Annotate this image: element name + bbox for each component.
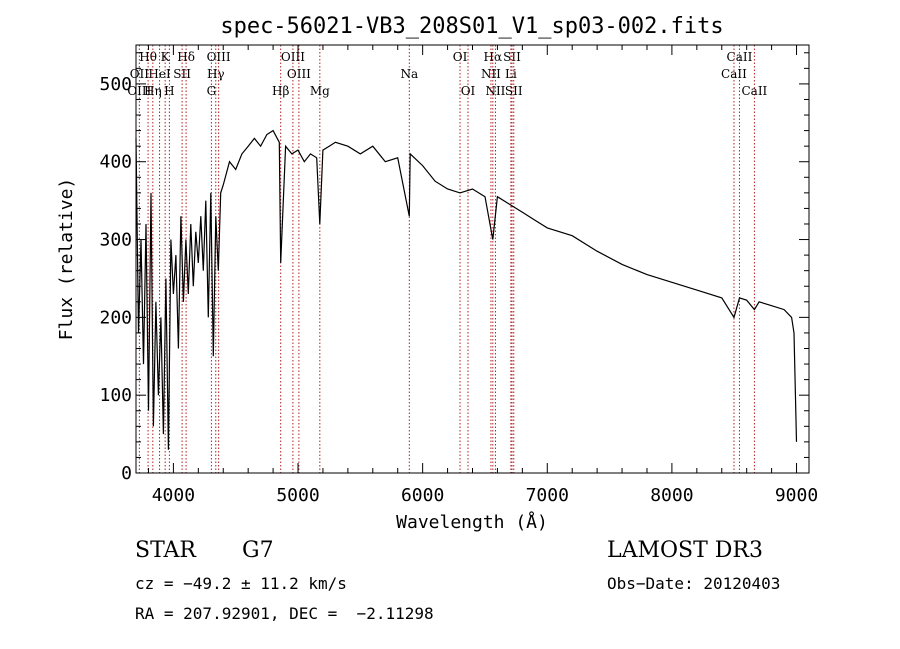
object-subclass: G7 xyxy=(242,538,274,563)
x-tick-label: 9000 xyxy=(775,485,818,506)
marker-label: SII xyxy=(505,84,523,98)
marker-label: SII xyxy=(503,50,521,64)
marker-label: OIII xyxy=(127,84,151,98)
y-tick-label: 300 xyxy=(99,230,132,251)
y-axis: 0 100 200 300 400 500 xyxy=(99,52,809,484)
coordinates-readout: RA = 207.92901, DEC = −2.11298 xyxy=(135,604,434,623)
spectrum-line xyxy=(135,129,798,450)
x-axis: 4000 5000 6000 7000 8000 9000 xyxy=(147,45,818,506)
marker-label: OI xyxy=(461,84,476,98)
marker-label: OIII xyxy=(207,50,231,64)
x-axis-label: Wavelength (Å) xyxy=(396,511,548,533)
y-tick-label: 200 xyxy=(99,307,132,328)
marker-label: Hγ xyxy=(207,67,225,81)
marker-label: NII xyxy=(481,67,501,81)
x-tick-label: 7000 xyxy=(526,485,569,506)
marker-label: OI xyxy=(453,50,468,64)
marker-label: Hα xyxy=(484,50,503,64)
y-tick-label: 0 xyxy=(121,463,132,484)
marker-label: SII xyxy=(173,67,191,81)
chart-title: spec-56021-VB3_208S01_V1_sp03-002.fits xyxy=(220,14,723,39)
y-tick-label: 100 xyxy=(99,385,132,406)
marker-label: Hβ xyxy=(272,84,289,98)
observation-date: Obs−Date: 20120403 xyxy=(607,574,781,593)
y-axis-label: Flux (relative) xyxy=(56,178,77,341)
x-tick-label: 6000 xyxy=(401,485,444,506)
marker-label: HeI xyxy=(148,67,171,81)
object-class: STAR xyxy=(135,538,196,563)
plot-frame xyxy=(135,44,810,474)
marker-label: CaII xyxy=(721,67,747,81)
marker-label: H xyxy=(164,84,174,98)
y-tick-label: 500 xyxy=(99,74,132,95)
marker-label: CaII xyxy=(741,84,767,98)
marker-label: Hδ xyxy=(177,50,195,64)
x-tick-label: 5000 xyxy=(276,485,319,506)
marker-label: Mg xyxy=(310,84,330,98)
marker-label: CaII xyxy=(727,50,753,64)
marker-label: G xyxy=(207,84,217,98)
marker-label: OIII xyxy=(287,67,311,81)
marker-label: K xyxy=(161,50,171,64)
marker-label: Li xyxy=(505,67,517,81)
y-tick-label: 400 xyxy=(99,152,132,173)
marker-label: OIII xyxy=(281,50,305,64)
marker-label: OII xyxy=(130,67,150,81)
redshift-readout: cz = −49.2 ± 11.2 km/s xyxy=(135,574,347,593)
survey-name: LAMOST DR3 xyxy=(607,538,763,563)
marker-label: NII xyxy=(485,84,505,98)
x-tick-label: 8000 xyxy=(650,485,693,506)
marker-label: Hθ xyxy=(139,50,157,64)
line-markers: Hθ OII OIII K HeI Hη Hδ SII H OIII Hγ G OIII OIII Hβ Mg… xyxy=(127,45,768,473)
x-tick-label: 4000 xyxy=(152,485,195,506)
marker-label: Na xyxy=(400,67,418,81)
marker-label: Hη xyxy=(144,84,162,98)
